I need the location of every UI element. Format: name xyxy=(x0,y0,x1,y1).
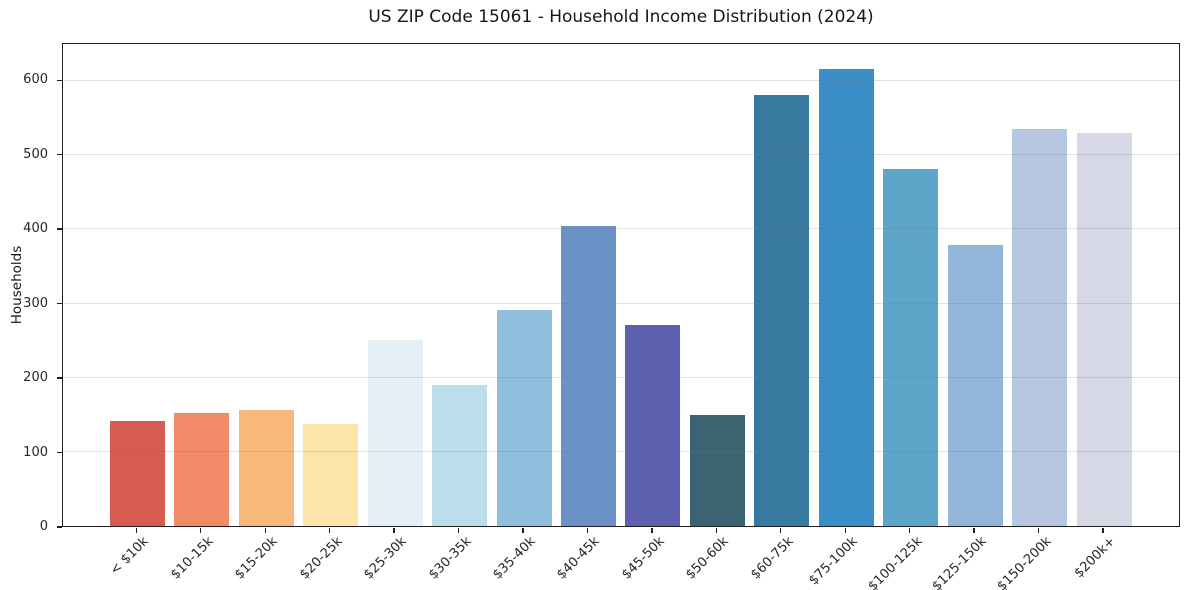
bar-2 xyxy=(238,409,294,526)
gridline-500 xyxy=(63,154,1179,156)
x-tick-13 xyxy=(973,528,975,533)
bar-5 xyxy=(432,385,488,526)
x-tick-11 xyxy=(844,528,846,533)
x-tick-4 xyxy=(393,528,395,533)
x-tick-9 xyxy=(715,528,718,533)
bar-15 xyxy=(1076,133,1132,526)
y-tick-label-0: 0 xyxy=(39,519,48,534)
gridline-600 xyxy=(63,80,1179,82)
bar-4 xyxy=(367,339,423,526)
bar-7 xyxy=(560,225,616,526)
x-tick-7 xyxy=(586,528,589,533)
gridline-300 xyxy=(63,302,1179,304)
bar-10 xyxy=(754,95,810,526)
y-tick-100 xyxy=(56,451,62,454)
chart-title: US ZIP Code 15061 - Household Income Dis… xyxy=(368,7,874,27)
bar-6 xyxy=(496,310,552,526)
y-tick-300 xyxy=(56,302,62,305)
x-tick-1 xyxy=(200,528,202,533)
y-tick-label-400: 400 xyxy=(23,221,48,237)
plot-area xyxy=(62,43,1180,527)
bar-14 xyxy=(1012,129,1068,526)
x-tick-3 xyxy=(328,528,331,533)
x-tick-14 xyxy=(1037,528,1040,533)
bar-13 xyxy=(947,244,1003,526)
y-tick-200 xyxy=(56,377,62,379)
y-tick-label-200: 200 xyxy=(23,370,48,386)
bar-1 xyxy=(174,413,230,526)
x-tick-0 xyxy=(135,528,137,533)
x-tick-10 xyxy=(780,528,782,533)
y-tick-label-100: 100 xyxy=(23,444,48,460)
x-tick-6 xyxy=(522,528,524,533)
x-tick-12 xyxy=(909,528,911,533)
bar-11 xyxy=(818,69,874,526)
y-axis-label: Households xyxy=(9,245,25,325)
y-tick-600 xyxy=(56,79,62,81)
bar-12 xyxy=(883,169,939,526)
bar-0 xyxy=(109,421,165,526)
x-tick-2 xyxy=(264,528,266,533)
x-tick-15 xyxy=(1102,528,1104,533)
bar-3 xyxy=(303,423,359,526)
y-tick-label-500: 500 xyxy=(23,146,48,162)
y-tick-label-600: 600 xyxy=(23,72,48,88)
gridline-400 xyxy=(63,228,1179,230)
bar-9 xyxy=(689,414,745,526)
y-tick-400 xyxy=(56,228,62,230)
y-tick-0 xyxy=(56,526,62,528)
x-tick-8 xyxy=(651,528,653,533)
bar-8 xyxy=(625,325,681,526)
x-tick-5 xyxy=(457,528,460,533)
y-tick-500 xyxy=(56,153,62,156)
gridline-100 xyxy=(63,450,1179,452)
x-tick-label-0: < $10k xyxy=(107,534,152,579)
y-tick-label-300: 300 xyxy=(23,295,48,311)
gridline-200 xyxy=(63,376,1179,378)
